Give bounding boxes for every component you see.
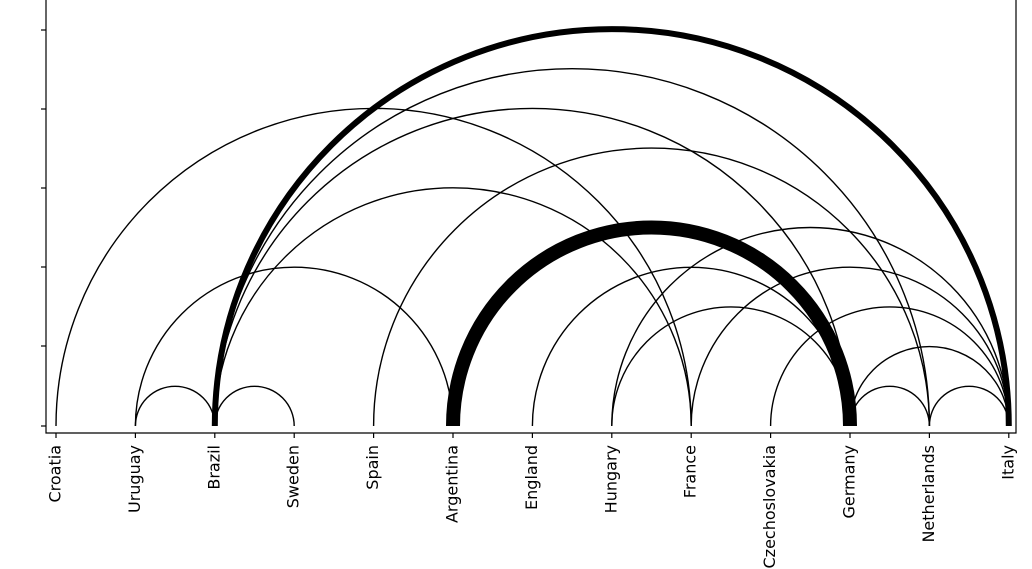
- arc-brazil-france: [214, 187, 692, 427]
- arc-brazil-italy: [211, 26, 1012, 427]
- arc-uruguay-brazil: [134, 385, 216, 427]
- x-tick-label-croatia: Croatia: [46, 445, 65, 503]
- y-ticks: [41, 29, 46, 427]
- x-tick-label-brazil: Brazil: [204, 445, 223, 490]
- axes-frame: [45, 0, 1017, 434]
- arc-germany-italy: [849, 345, 1010, 427]
- arcs-layer: [55, 26, 1012, 427]
- arc-czechoslovakia-italy: [769, 306, 1010, 427]
- x-tick-label-italy: Italy: [998, 445, 1017, 480]
- x-tick-label-france: France: [681, 445, 700, 498]
- arc-argentina-germany: [446, 220, 857, 427]
- x-tick-label-netherlands: Netherlands: [919, 445, 938, 543]
- x-tick-label-hungary: Hungary: [601, 445, 620, 513]
- x-tick-label-uruguay: Uruguay: [125, 445, 144, 513]
- x-tick-label-argentina: Argentina: [443, 445, 462, 523]
- arc-uruguay-argentina: [134, 266, 454, 427]
- arc-netherlands-italy: [928, 385, 1010, 427]
- arc-brazil-germany: [214, 107, 851, 427]
- arc-hungary-italy: [611, 226, 1010, 427]
- x-tick-label-sweden: Sweden: [284, 445, 303, 508]
- x-tick-label-germany: Germany: [840, 445, 859, 519]
- arc-croatia-france: [55, 107, 692, 427]
- axes-layer: [45, 0, 1017, 434]
- arc-brazil-sweden: [214, 385, 295, 427]
- arc-france-italy: [690, 266, 1010, 427]
- arc-brazil-netherlands: [214, 68, 931, 427]
- x-tick-label-england: England: [522, 445, 541, 510]
- x-ticks: [55, 433, 1010, 438]
- x-tick-label-czechoslovakia: Czechoslovakia: [760, 445, 779, 569]
- arc-germany-netherlands: [849, 385, 931, 427]
- x-tick-labels: Croatia Uruguay Brazil Sweden Spain Argentina…: [46, 445, 1018, 569]
- x-tick-label-spain: Spain: [363, 445, 382, 490]
- arc-spain-netherlands: [372, 147, 931, 427]
- arc-hungary-germany: [611, 306, 851, 427]
